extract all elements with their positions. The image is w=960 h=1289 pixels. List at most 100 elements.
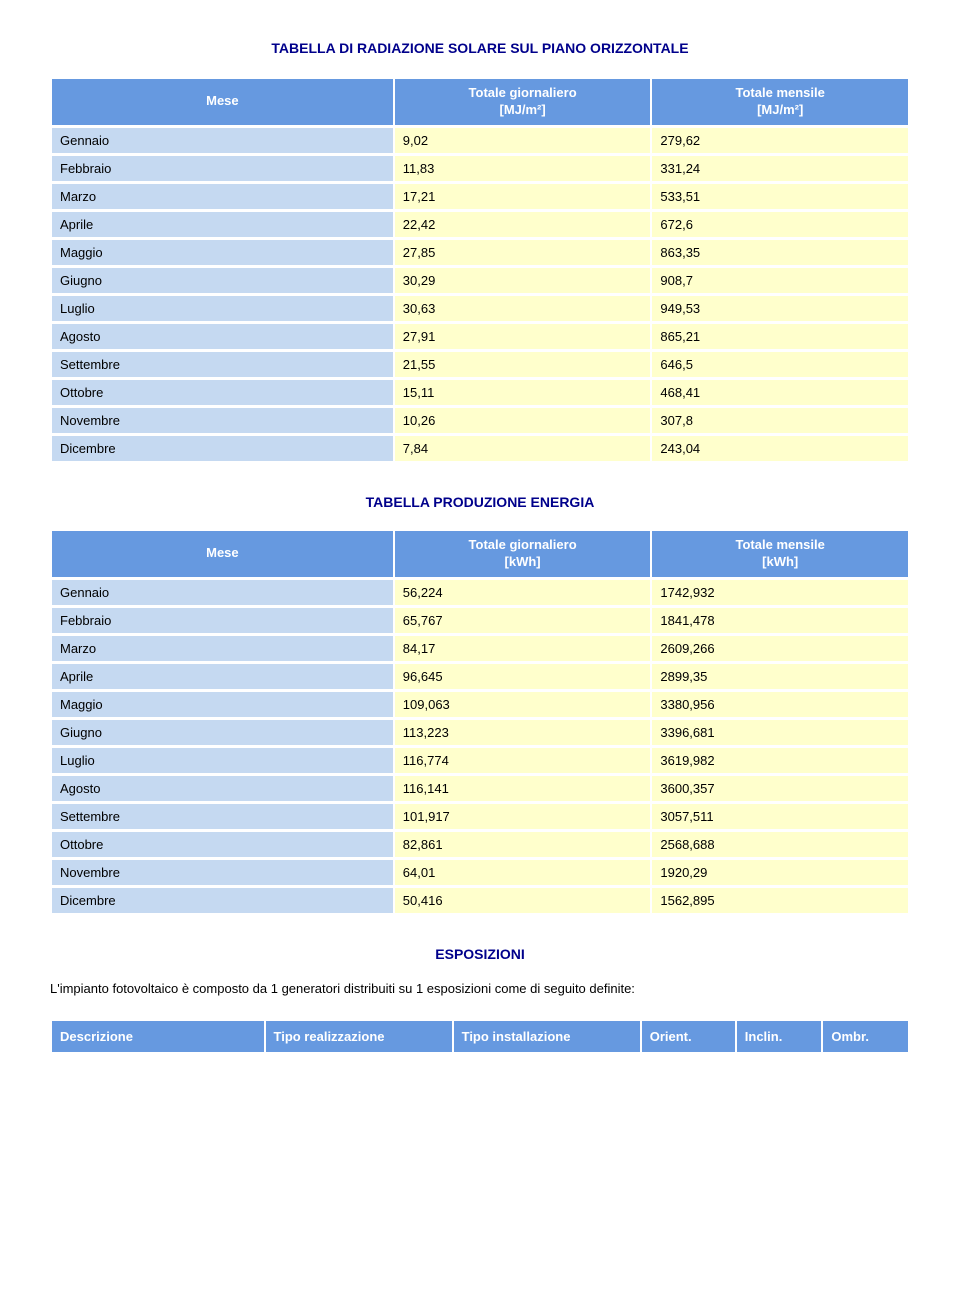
table-row: Settembre21,55646,5 bbox=[52, 352, 908, 377]
esp-header-installazione: Tipo installazione bbox=[454, 1021, 640, 1052]
monthly-cell: 1742,932 bbox=[652, 580, 908, 605]
table1-head: Mese Totale giornaliero[MJ/m²] Totale me… bbox=[52, 79, 908, 125]
daily-cell: 116,774 bbox=[395, 748, 651, 773]
table-row: Aprile22,42672,6 bbox=[52, 212, 908, 237]
table1: Mese Totale giornaliero[MJ/m²] Totale me… bbox=[50, 76, 910, 464]
daily-cell: 11,83 bbox=[395, 156, 651, 181]
month-cell: Marzo bbox=[52, 636, 393, 661]
monthly-cell: 3380,956 bbox=[652, 692, 908, 717]
daily-cell: 50,416 bbox=[395, 888, 651, 913]
table-row: Aprile96,6452899,35 bbox=[52, 664, 908, 689]
daily-cell: 30,63 bbox=[395, 296, 651, 321]
table2-header-mese: Mese bbox=[52, 531, 393, 577]
month-cell: Agosto bbox=[52, 776, 393, 801]
daily-cell: 82,861 bbox=[395, 832, 651, 857]
table-row: Ottobre82,8612568,688 bbox=[52, 832, 908, 857]
monthly-cell: 3396,681 bbox=[652, 720, 908, 745]
esp-header-realizzazione: Tipo realizzazione bbox=[266, 1021, 452, 1052]
month-cell: Novembre bbox=[52, 860, 393, 885]
table-row: Dicembre7,84243,04 bbox=[52, 436, 908, 461]
month-cell: Dicembre bbox=[52, 436, 393, 461]
daily-cell: 116,141 bbox=[395, 776, 651, 801]
table-row: Dicembre50,4161562,895 bbox=[52, 888, 908, 913]
table-row: Novembre10,26307,8 bbox=[52, 408, 908, 433]
table-row: Maggio27,85863,35 bbox=[52, 240, 908, 265]
daily-cell: 17,21 bbox=[395, 184, 651, 209]
daily-cell: 101,917 bbox=[395, 804, 651, 829]
esposizioni-intro: L'impianto fotovoltaico è composto da 1 … bbox=[50, 980, 910, 998]
month-cell: Novembre bbox=[52, 408, 393, 433]
monthly-cell: 863,35 bbox=[652, 240, 908, 265]
table2: Mese Totale giornaliero[kWh] Totale mens… bbox=[50, 528, 910, 916]
esposizioni-title: ESPOSIZIONI bbox=[50, 946, 910, 962]
table-row: Agosto27,91865,21 bbox=[52, 324, 908, 349]
monthly-cell: 2568,688 bbox=[652, 832, 908, 857]
table-row: Febbraio11,83331,24 bbox=[52, 156, 908, 181]
table1-header-mensile: Totale mensile[MJ/m²] bbox=[652, 79, 908, 125]
table1-title: TABELLA DI RADIAZIONE SOLARE SUL PIANO O… bbox=[50, 40, 910, 56]
monthly-cell: 1562,895 bbox=[652, 888, 908, 913]
month-cell: Giugno bbox=[52, 268, 393, 293]
table-row: Marzo17,21533,51 bbox=[52, 184, 908, 209]
month-cell: Luglio bbox=[52, 296, 393, 321]
daily-cell: 27,85 bbox=[395, 240, 651, 265]
month-cell: Maggio bbox=[52, 240, 393, 265]
table-row: Agosto116,1413600,357 bbox=[52, 776, 908, 801]
daily-cell: 109,063 bbox=[395, 692, 651, 717]
month-cell: Luglio bbox=[52, 748, 393, 773]
daily-cell: 30,29 bbox=[395, 268, 651, 293]
table-row: Giugno30,29908,7 bbox=[52, 268, 908, 293]
table2-title: TABELLA PRODUZIONE ENERGIA bbox=[50, 494, 910, 510]
table2-header-mensile: Totale mensile[kWh] bbox=[652, 531, 908, 577]
month-cell: Gennaio bbox=[52, 580, 393, 605]
table-row: Marzo84,172609,266 bbox=[52, 636, 908, 661]
daily-cell: 84,17 bbox=[395, 636, 651, 661]
esp-header-ombr: Ombr. bbox=[823, 1021, 908, 1052]
monthly-cell: 3057,511 bbox=[652, 804, 908, 829]
daily-cell: 65,767 bbox=[395, 608, 651, 633]
daily-cell: 96,645 bbox=[395, 664, 651, 689]
daily-cell: 7,84 bbox=[395, 436, 651, 461]
table2-body: Gennaio56,2241742,932Febbraio65,7671841,… bbox=[52, 580, 908, 913]
monthly-cell: 672,6 bbox=[652, 212, 908, 237]
month-cell: Febbraio bbox=[52, 156, 393, 181]
table2-header-giornaliero: Totale giornaliero[kWh] bbox=[395, 531, 651, 577]
table-row: Novembre64,011920,29 bbox=[52, 860, 908, 885]
month-cell: Aprile bbox=[52, 664, 393, 689]
month-cell: Giugno bbox=[52, 720, 393, 745]
daily-cell: 21,55 bbox=[395, 352, 651, 377]
table1-body: Gennaio9,02279,62Febbraio11,83331,24Marz… bbox=[52, 128, 908, 461]
daily-cell: 15,11 bbox=[395, 380, 651, 405]
table-row: Ottobre15,11468,41 bbox=[52, 380, 908, 405]
monthly-cell: 646,5 bbox=[652, 352, 908, 377]
monthly-cell: 279,62 bbox=[652, 128, 908, 153]
table-row: Gennaio56,2241742,932 bbox=[52, 580, 908, 605]
table1-header-giornaliero: Totale giornaliero[MJ/m²] bbox=[395, 79, 651, 125]
month-cell: Aprile bbox=[52, 212, 393, 237]
daily-cell: 64,01 bbox=[395, 860, 651, 885]
table-row: Maggio109,0633380,956 bbox=[52, 692, 908, 717]
daily-cell: 10,26 bbox=[395, 408, 651, 433]
monthly-cell: 1841,478 bbox=[652, 608, 908, 633]
monthly-cell: 1920,29 bbox=[652, 860, 908, 885]
month-cell: Ottobre bbox=[52, 380, 393, 405]
daily-cell: 56,224 bbox=[395, 580, 651, 605]
monthly-cell: 307,8 bbox=[652, 408, 908, 433]
daily-cell: 22,42 bbox=[395, 212, 651, 237]
table-row: Luglio30,63949,53 bbox=[52, 296, 908, 321]
month-cell: Marzo bbox=[52, 184, 393, 209]
month-cell: Agosto bbox=[52, 324, 393, 349]
month-cell: Ottobre bbox=[52, 832, 393, 857]
monthly-cell: 865,21 bbox=[652, 324, 908, 349]
monthly-cell: 3619,982 bbox=[652, 748, 908, 773]
daily-cell: 9,02 bbox=[395, 128, 651, 153]
table-row: Luglio116,7743619,982 bbox=[52, 748, 908, 773]
monthly-cell: 908,7 bbox=[652, 268, 908, 293]
month-cell: Maggio bbox=[52, 692, 393, 717]
monthly-cell: 331,24 bbox=[652, 156, 908, 181]
monthly-cell: 2899,35 bbox=[652, 664, 908, 689]
esp-header-descrizione: Descrizione bbox=[52, 1021, 264, 1052]
month-cell: Settembre bbox=[52, 804, 393, 829]
table1-header-mese: Mese bbox=[52, 79, 393, 125]
table2-head: Mese Totale giornaliero[kWh] Totale mens… bbox=[52, 531, 908, 577]
